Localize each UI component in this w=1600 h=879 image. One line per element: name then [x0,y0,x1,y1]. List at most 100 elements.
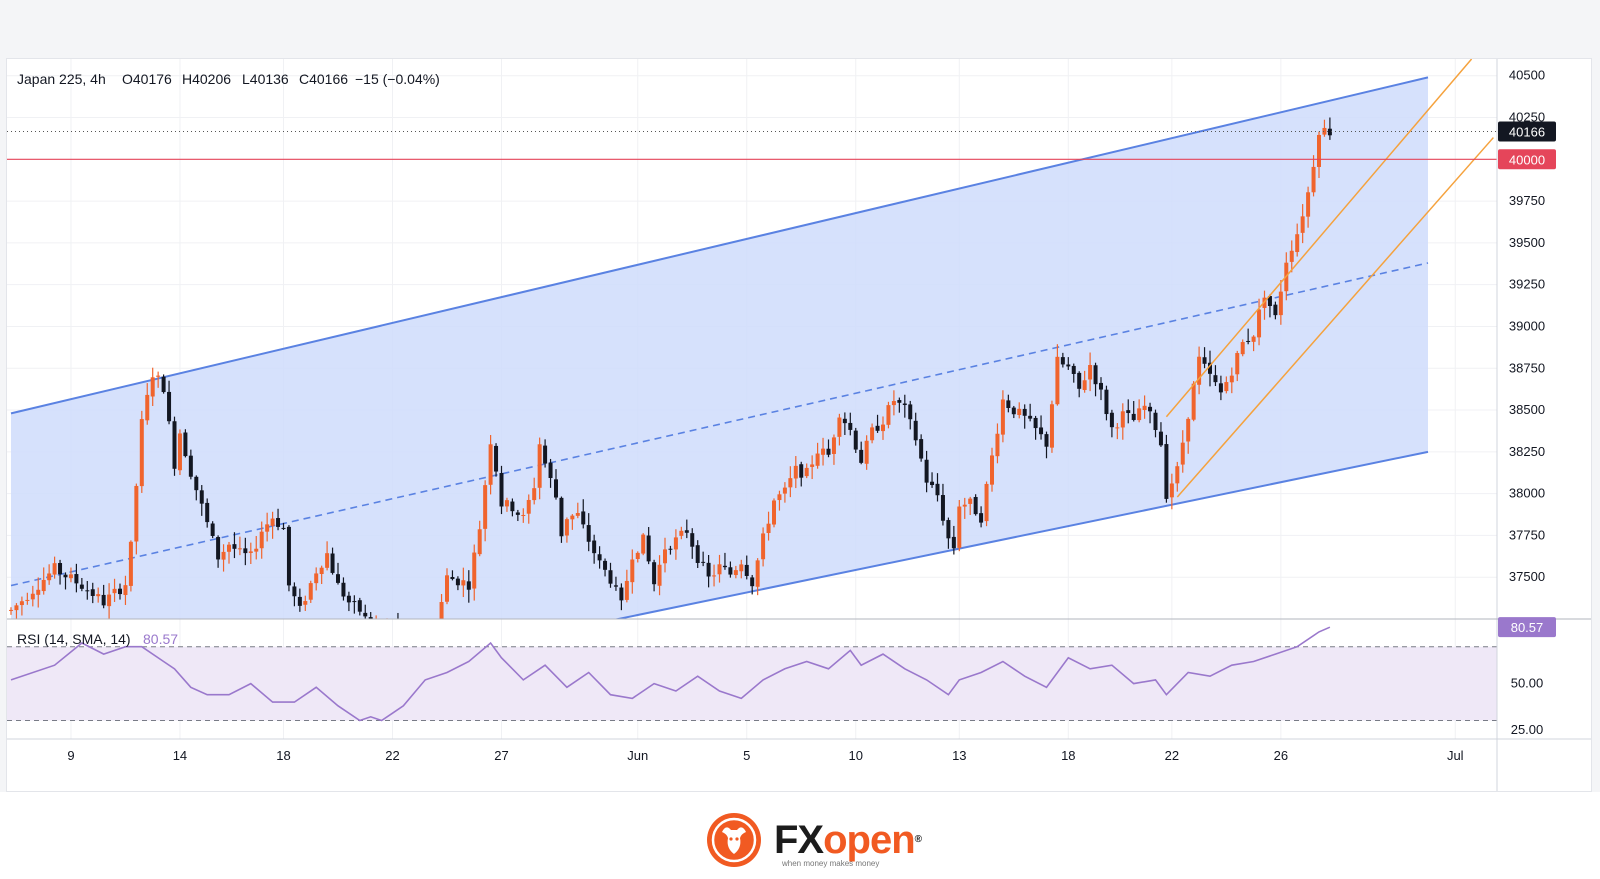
candle-body [499,473,504,507]
candle-body [1218,383,1223,393]
candle-body [1077,372,1082,389]
candle-body [167,391,172,422]
candle-body [161,376,166,393]
candle-body [90,589,95,596]
candle-body [1273,304,1278,316]
candle-body [668,548,673,550]
candle-body [1202,357,1207,364]
candle-body [962,504,967,507]
bull-logo-icon [707,813,761,867]
candle-body [870,427,875,441]
candle-body [837,417,842,437]
ohlc-high: H40206 [182,71,231,87]
candle-body [423,637,427,639]
candle-body [842,418,847,424]
candle-body [36,589,41,595]
candle-body [123,585,128,596]
candle-body [1175,466,1180,484]
candle-body [990,455,994,485]
candle-body [1104,389,1109,415]
candle-body [101,594,106,606]
x-tick-label: Jun [627,748,648,763]
candle-body [1017,408,1022,415]
candle-body [374,626,378,628]
candle-body [1082,380,1087,391]
candle-body [755,560,760,587]
candle-body [139,419,144,487]
candle-body [357,600,362,612]
candle-body [1278,291,1283,316]
candle-body [1115,427,1120,429]
candle-body [177,433,182,471]
brand-fx: FX [774,818,824,862]
candle-body [859,449,864,463]
candle-body [325,553,330,568]
candle-body [1093,365,1098,385]
candle-body [575,513,580,516]
candle-body [679,530,684,536]
rsi-band-fill [7,646,1497,721]
candle-body [308,583,313,600]
candle-body [472,552,477,589]
candle-body [761,533,766,560]
candle-body [1066,364,1071,367]
x-tick-label: 27 [494,748,508,763]
candle-body [134,485,139,542]
x-tick-label: 14 [173,748,187,763]
candle-body [608,570,613,584]
candle-body [385,624,389,625]
candle-body [1153,412,1158,431]
price-chart[interactable]: 9 14 18 22 27 Jun 5 10 13 18 22 26 Jul 40500 40250 3975… [7,59,1591,791]
candle-body [940,495,945,521]
candle-body [52,563,57,575]
channel-mid-line [10,262,1429,587]
candle-body [979,513,984,523]
candle-body [919,439,924,459]
candle-body [684,530,689,533]
candle-body [292,586,297,597]
candle-body [74,574,79,584]
candle-body [47,573,52,581]
candle-body [1213,375,1218,383]
candle-body [1011,407,1016,415]
candle-body [750,577,755,587]
candle-body [695,545,700,563]
candle-body [237,548,242,550]
minor-channel-lower [1176,137,1494,498]
candle-body [368,617,373,619]
candle-body [107,594,112,607]
candle-body [515,512,520,515]
candle-body [712,575,717,577]
candle-body [1131,413,1136,420]
brand-name: FXopen® [774,818,922,862]
y-tick-label: 39250 [1509,277,1545,292]
candle-body [1224,382,1229,392]
candles [9,117,1332,639]
candle-body [848,422,853,430]
price-overlays [7,59,1497,498]
candle-body [908,404,913,420]
candle-body [172,421,177,469]
candle-body [494,445,499,472]
candle-body [554,479,558,498]
candle-body [619,587,624,601]
candle-body [25,599,30,601]
channel-upper-line [10,76,1429,415]
candle-body [1295,234,1300,253]
candle-body [488,444,493,485]
candle-body [352,601,357,603]
candle-body [68,574,73,579]
candle-body [1044,434,1049,447]
candle-body [9,609,13,611]
x-tick-label: 13 [952,748,966,763]
candle-body [118,588,122,595]
candle-body [188,455,193,477]
fxopen-logo[interactable]: FXopen® when money makes money [704,812,922,868]
registered-mark: ® [914,834,922,845]
candle-body [532,488,537,501]
candle-body [821,448,826,455]
candle-body [314,573,319,584]
candle-body [466,581,471,590]
rsi-label: RSI (14, SMA, 14) [17,631,131,647]
candle-body [1142,405,1147,411]
